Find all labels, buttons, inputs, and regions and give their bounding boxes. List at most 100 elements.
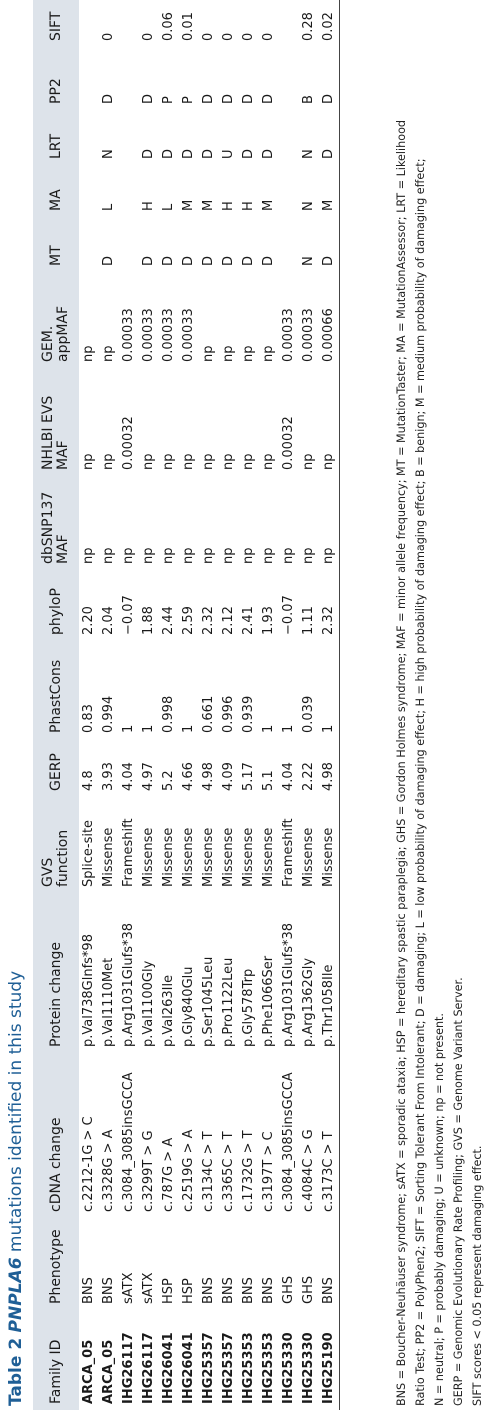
column-header: Family ID [47,1339,64,1404]
table-cell: 4.8 [81,770,96,791]
table-cell: 0.039 [301,695,316,733]
table-row: IHG26041 HSP c.2519G > A p.Gly840Glu Missens… [179,0,199,1410]
table-row: IHG25357 BNS c.3365C > T p.Pro1122Leu Missen… [219,0,239,1410]
table-row: IHG25357 BNS c.3134C > T p.Ser1045Leu Missen… [199,0,219,1410]
table-cell: BNS [81,1277,96,1304]
table-cell: D [141,93,156,104]
family-id-cell: IHG25357 [221,1332,236,1404]
table-row: IHG26041 HSP c.787G > A p.Val263Ile Missense… [159,0,179,1410]
table-cell: c.3084_3085insGCCA [121,1072,136,1212]
table-cell: 0.939 [241,695,256,733]
table-cell: 0.996 [221,695,236,733]
table-cell: c.3134C > T [201,1131,216,1212]
table-cell: np [261,547,276,565]
table-cell: 0.83 [81,704,96,733]
column-header: Phenotype [47,1229,64,1304]
table-cell: 0.02 [319,0,340,47]
table-row: IHG25330 GHS c.4084C > G p.Arg1362Gly Missen… [299,0,319,1410]
family-id-cell: IHG25330 [281,1332,296,1404]
table-cell: 0.28 [301,12,316,41]
family-id-cell: IHG25353 [241,1332,256,1404]
table-cell: GHS [281,1275,296,1304]
table-cell: 1 [121,724,136,733]
table-cell: p.Arg1031Glufs*38 [281,922,296,1047]
table-cell: 3.93 [101,762,116,791]
table-cell: Missense [261,827,276,887]
table-cell: p.Thr1058Ile [319,893,340,1053]
table-cell: 4.98 [201,762,216,791]
table-cell: D [221,93,236,104]
table-cell [279,0,299,47]
table-cell [119,110,139,165]
table-cell: 4.98 [319,739,340,797]
table-cell: 0 [201,32,216,41]
table-cell: p.Phe1066Ser [261,955,276,1047]
table-cell: np [81,453,96,471]
table-cell: 0.00033 [181,308,196,362]
table-cell: D [201,148,216,159]
column-header: PhastCons [47,659,64,733]
table-cell: HSP [161,1278,176,1304]
table-cell: np [81,345,96,363]
table-cell: np [241,453,256,471]
table-cell: 2.59 [181,606,196,635]
table-cell: L [101,203,116,211]
table-cell: np [221,345,236,363]
table-cell: HSP [181,1278,196,1304]
table-cell: GHS [301,1275,316,1304]
table-cell: 4.66 [181,762,196,791]
table-cell: D [161,148,176,159]
table-cell: Missense [141,827,156,887]
table-cell: 0.01 [181,12,196,41]
table-cell: 0 [101,32,116,41]
table-cell: D [261,255,276,266]
table-cell [79,165,99,217]
table-cell: c.1732G > T [241,1130,256,1212]
family-id-cell: IHG26041 [161,1332,176,1404]
family-id-cell: IHG26117 [141,1332,156,1404]
table-cell: BNS [201,1277,216,1304]
table-cell: BNS [221,1277,236,1304]
table-cell: c.2212-1G > C [81,1116,96,1212]
column-header: phyloP [47,588,64,635]
column-header: SIFT [47,11,64,41]
table-cell: 0.00032 [121,416,136,470]
table-cell: Missense [161,827,176,887]
family-id-cell: IHG25353 [261,1332,276,1404]
table-cell [119,165,139,217]
family-id-cell: IHG25190 [319,1310,340,1410]
table-cell: p.Ser1045Leu [201,956,216,1047]
table-cell: D [241,148,256,159]
table-cell: sATX [141,1272,156,1304]
table-cell: np [121,547,136,565]
family-id-cell: IHG26041 [181,1332,196,1404]
table-cell [279,217,299,272]
table-cell: 0.00033 [121,308,136,362]
table-cell [79,110,99,165]
table-cell: M [181,199,196,211]
table-cell: p.Val1110Met [101,957,116,1047]
table-cell: D [161,255,176,266]
table-cell: c.4084C > G [301,1129,316,1212]
table-cell [279,165,299,217]
table-cell: p.Val1100Gly [141,960,156,1047]
table-cell: 2.41 [241,606,256,635]
table-cell: 0.00066 [319,272,340,368]
table-cell: c.3084_3085insGCCA [281,1072,296,1212]
table-cell: N [301,256,316,266]
table-cell: D [201,93,216,104]
table-cell: D [101,255,116,266]
table-row: IHG25353 BNS c.3197T > C p.Phe1066Ser Missen… [259,0,279,1410]
table-row: ARCA_05 BNS c.2212-1G > C p.Val738Glnfs*98 S… [79,0,99,1410]
table-cell: p.Gly578Trp [241,968,256,1047]
table-cell: c.3328G > A [101,1129,116,1213]
table-row: IHG25353 BNS c.1732G > T p.Gly578Trp Missens… [239,0,259,1410]
table-cell: D [201,255,216,266]
table-cell: c.787G > A [161,1137,176,1212]
footnote-line: N = neutral; P = probably damaging; U = … [433,1013,446,1406]
table-cell: 1 [281,724,296,733]
table-cell: H [141,201,156,211]
table-cell: np [141,453,156,471]
table-cell: P [181,96,196,104]
